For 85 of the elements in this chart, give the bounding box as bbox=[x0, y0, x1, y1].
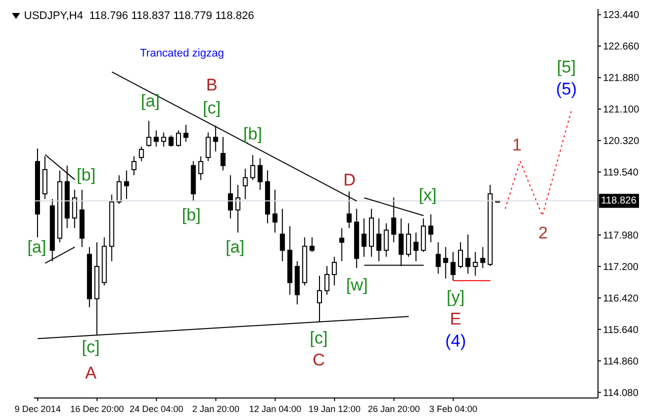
candlestick bbox=[235, 184, 240, 234]
y-tick-label: 115.640 bbox=[603, 324, 639, 336]
annotation: [c] bbox=[202, 98, 221, 118]
y-tick-label: 114.860 bbox=[603, 356, 639, 368]
candlestick bbox=[116, 174, 122, 204]
x-tick-label: 26 Jan 20:00 bbox=[368, 404, 420, 414]
candlestick bbox=[168, 134, 174, 148]
y-tick-label: 121.100 bbox=[603, 104, 640, 116]
annotation: [b] bbox=[182, 206, 201, 225]
candlestick bbox=[124, 170, 130, 200]
candlestick bbox=[154, 130, 159, 148]
x-tick-label: 12 Jan 04:00 bbox=[249, 404, 302, 414]
candlestick bbox=[131, 156, 136, 176]
y-tick-label: 117.200 bbox=[603, 262, 639, 273]
candlestick bbox=[161, 132, 166, 148]
annotation: [b] bbox=[76, 166, 96, 185]
x-tick-label: 19 Jan 12:00 bbox=[308, 404, 361, 414]
candlestick bbox=[436, 242, 441, 274]
annotation: E bbox=[450, 309, 462, 328]
candlestick bbox=[413, 232, 418, 262]
annotation: [x] bbox=[418, 186, 437, 205]
x-tick-label: 3 Feb 04:00 bbox=[429, 404, 478, 414]
candlestick bbox=[242, 168, 248, 200]
y-tick-label: 122.660 bbox=[603, 42, 640, 53]
candlestick bbox=[146, 120, 152, 148]
candlestick bbox=[258, 158, 263, 190]
y-tick-label: 119.540 bbox=[603, 168, 639, 179]
candlestick bbox=[465, 234, 470, 274]
annotation: [a] bbox=[226, 237, 244, 256]
y-tick-label: 114.080 bbox=[603, 388, 639, 399]
x-tick-label: 16 Dec 20:00 bbox=[70, 404, 124, 414]
annotation: B bbox=[206, 75, 218, 94]
annotation: A bbox=[85, 364, 96, 383]
y-tick-label: 123.440 bbox=[603, 10, 640, 22]
y-tick-label: 117.980 bbox=[603, 230, 639, 242]
candlestick bbox=[428, 214, 434, 243]
candlestick bbox=[384, 222, 389, 258]
x-tick-label: 24 Dec 04:00 bbox=[130, 404, 184, 414]
candlestick bbox=[376, 218, 382, 262]
candlestick bbox=[228, 174, 233, 219]
candlestick bbox=[213, 125, 218, 152]
candlestick bbox=[280, 208, 285, 262]
candlestick bbox=[250, 154, 256, 181]
candlestick bbox=[310, 236, 315, 252]
annotation: 2 bbox=[538, 223, 548, 242]
annotation: [y] bbox=[446, 287, 465, 306]
candlestick bbox=[220, 136, 226, 171]
annotation: (4) bbox=[445, 331, 466, 350]
x-tick-label: 9 Dec 2014 bbox=[14, 404, 61, 414]
candlestick bbox=[324, 266, 330, 296]
candlestick bbox=[206, 132, 211, 162]
annotation: [w] bbox=[346, 276, 368, 295]
candlestick bbox=[176, 130, 181, 148]
y-tick-label: 121.880 bbox=[603, 73, 640, 84]
annotation: [a] bbox=[140, 91, 160, 110]
annotation: (5) bbox=[556, 80, 577, 99]
line-series bbox=[504, 108, 573, 216]
candlestick bbox=[339, 228, 344, 262]
candlestick bbox=[480, 246, 486, 269]
candlestick bbox=[198, 156, 204, 181]
annotation: [a] bbox=[27, 237, 46, 256]
chart-title: USDJPY,H4 118.796 118.837 118.779 118.826 bbox=[24, 10, 254, 22]
annotation: [c] bbox=[82, 338, 100, 357]
candlestick bbox=[138, 146, 144, 162]
candlestick bbox=[272, 189, 278, 234]
candlestick bbox=[458, 242, 463, 269]
annotation: 1 bbox=[512, 135, 522, 154]
candlestick bbox=[472, 251, 478, 276]
y-tick-label: 120.320 bbox=[603, 136, 640, 148]
annotation: D bbox=[343, 170, 356, 190]
annotation: [b] bbox=[243, 124, 262, 144]
candlestick bbox=[450, 251, 456, 282]
annotation: C bbox=[312, 350, 325, 370]
candlestick bbox=[406, 222, 412, 258]
candlestick bbox=[332, 256, 337, 286]
annotation: [5] bbox=[556, 58, 576, 77]
annotation: Trancated zigzag bbox=[140, 47, 224, 60]
ref-line-label: 118.826 bbox=[601, 195, 637, 206]
candlestick bbox=[443, 246, 448, 280]
candlestick bbox=[183, 124, 188, 142]
candlestick bbox=[72, 189, 78, 229]
y-tick-label: 116.420 bbox=[603, 293, 639, 304]
annotation: [c] bbox=[310, 328, 328, 348]
x-tick-label: 2 Jan 20:00 bbox=[192, 404, 240, 414]
candlestick bbox=[362, 218, 367, 258]
